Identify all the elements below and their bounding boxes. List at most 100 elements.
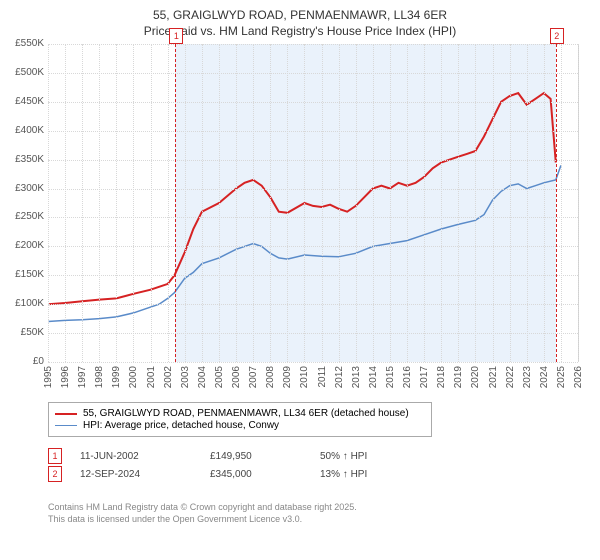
x-axis-label: 1998 xyxy=(94,366,105,388)
x-axis-label: 2000 xyxy=(128,366,139,388)
x-axis-label: 1999 xyxy=(111,366,122,388)
x-axis-label: 2015 xyxy=(385,366,396,388)
transaction-date: 11-JUN-2002 xyxy=(80,451,210,462)
footer-line-1: Contains HM Land Registry data © Crown c… xyxy=(48,502,357,514)
x-axis-label: 2006 xyxy=(231,366,242,388)
x-axis-label: 2004 xyxy=(197,366,208,388)
gridline-v xyxy=(116,44,117,362)
gridline-v xyxy=(339,44,340,362)
x-axis-label: 2011 xyxy=(317,366,328,388)
transaction-price: £345,000 xyxy=(210,469,320,480)
transactions-table: 1 11-JUN-2002£149,95050% ↑ HPI 212-SEP-202… xyxy=(48,446,420,484)
x-axis-label: 2024 xyxy=(539,366,550,388)
x-axis-label: 1995 xyxy=(43,366,54,388)
gridline-v xyxy=(133,44,134,362)
x-axis-label: 2012 xyxy=(334,366,345,388)
gridline-v xyxy=(390,44,391,362)
x-axis-label: 2003 xyxy=(180,366,191,388)
y-axis-label: £150K xyxy=(4,269,44,280)
gridline-v xyxy=(287,44,288,362)
footer-attribution: Contains HM Land Registry data © Crown c… xyxy=(48,502,357,525)
gridline-v xyxy=(253,44,254,362)
gridline-v xyxy=(82,44,83,362)
gridline-v xyxy=(510,44,511,362)
gridline-v xyxy=(356,44,357,362)
gridline-h xyxy=(48,102,578,103)
x-axis-label: 2023 xyxy=(522,366,533,388)
x-axis-label: 2025 xyxy=(556,366,567,388)
marker-box-2: 2 xyxy=(550,28,564,44)
gridline-h xyxy=(48,131,578,132)
line-svg xyxy=(48,44,578,362)
y-axis-label: £550K xyxy=(4,38,44,49)
x-axis-label: 2026 xyxy=(573,366,584,388)
transaction-row: 212-SEP-2024£345,00013% ↑ HPI xyxy=(48,466,420,482)
gridline-h xyxy=(48,333,578,334)
gridline-v xyxy=(441,44,442,362)
gridline-h xyxy=(48,160,578,161)
x-axis-label: 2021 xyxy=(488,366,499,388)
gridline-v xyxy=(561,44,562,362)
x-axis-label: 2020 xyxy=(470,366,481,388)
x-axis-label: 2022 xyxy=(505,366,516,388)
series-price_paid xyxy=(48,93,556,304)
gridline-v xyxy=(475,44,476,362)
y-axis-label: £450K xyxy=(4,96,44,107)
gridline-v xyxy=(322,44,323,362)
gridline-v xyxy=(493,44,494,362)
transaction-date: 12-SEP-2024 xyxy=(80,469,210,480)
gridline-h xyxy=(48,217,578,218)
x-axis-label: 2005 xyxy=(214,366,225,388)
x-axis-label: 1996 xyxy=(60,366,71,388)
transaction-row: 1 11-JUN-2002£149,95050% ↑ HPI xyxy=(48,448,420,464)
gridline-h xyxy=(48,246,578,247)
legend: 55, GRAIGLWYD ROAD, PENMAENMAWR, LL34 6E… xyxy=(48,402,432,437)
gridline-v xyxy=(219,44,220,362)
x-axis-label: 2001 xyxy=(146,366,157,388)
legend-row: HPI: Average price, detached house, Conw… xyxy=(55,420,425,431)
gridline-v xyxy=(373,44,374,362)
legend-swatch xyxy=(55,425,77,427)
marker-dash-1 xyxy=(175,44,176,362)
y-axis-label: £350K xyxy=(4,154,44,165)
transaction-price: £149,950 xyxy=(210,451,320,462)
x-axis-label: 2009 xyxy=(282,366,293,388)
gridline-v xyxy=(544,44,545,362)
gridline-h xyxy=(48,304,578,305)
chart-title: 55, GRAIGLWYD ROAD, PENMAENMAWR, LL34 6E… xyxy=(0,0,600,39)
gridline-h xyxy=(48,73,578,74)
legend-label: HPI: Average price, detached house, Conw… xyxy=(83,420,279,431)
transaction-marker: 1 xyxy=(48,448,62,464)
x-axis-label: 2010 xyxy=(299,366,310,388)
gridline-v xyxy=(424,44,425,362)
gridline-h xyxy=(48,362,578,363)
x-axis-label: 2016 xyxy=(402,366,413,388)
chart-container: 55, GRAIGLWYD ROAD, PENMAENMAWR, LL34 6E… xyxy=(0,0,600,560)
x-axis-label: 2017 xyxy=(419,366,430,388)
x-axis-label: 1997 xyxy=(77,366,88,388)
gridline-v xyxy=(578,44,579,362)
gridline-h xyxy=(48,275,578,276)
y-axis-label: £200K xyxy=(4,240,44,251)
transaction-pct: 50% ↑ HPI xyxy=(320,451,420,462)
x-axis-label: 2007 xyxy=(248,366,259,388)
marker-dash-2 xyxy=(556,44,557,362)
gridline-v xyxy=(99,44,100,362)
y-axis-label: £100K xyxy=(4,298,44,309)
legend-label: 55, GRAIGLWYD ROAD, PENMAENMAWR, LL34 6E… xyxy=(83,408,409,419)
gridline-h xyxy=(48,189,578,190)
y-axis-label: £400K xyxy=(4,125,44,136)
x-axis-label: 2013 xyxy=(351,366,362,388)
y-axis-label: £0 xyxy=(4,356,44,367)
x-axis-label: 2002 xyxy=(163,366,174,388)
x-axis-label: 2014 xyxy=(368,366,379,388)
y-axis-label: £250K xyxy=(4,211,44,222)
gridline-v xyxy=(65,44,66,362)
gridline-v xyxy=(151,44,152,362)
gridline-v xyxy=(168,44,169,362)
marker-box-1: 1 xyxy=(169,28,183,44)
legend-swatch xyxy=(55,413,77,415)
gridline-v xyxy=(527,44,528,362)
title-line-2: Price paid vs. HM Land Registry's House … xyxy=(0,24,600,40)
footer-line-2: This data is licensed under the Open Gov… xyxy=(48,514,357,526)
